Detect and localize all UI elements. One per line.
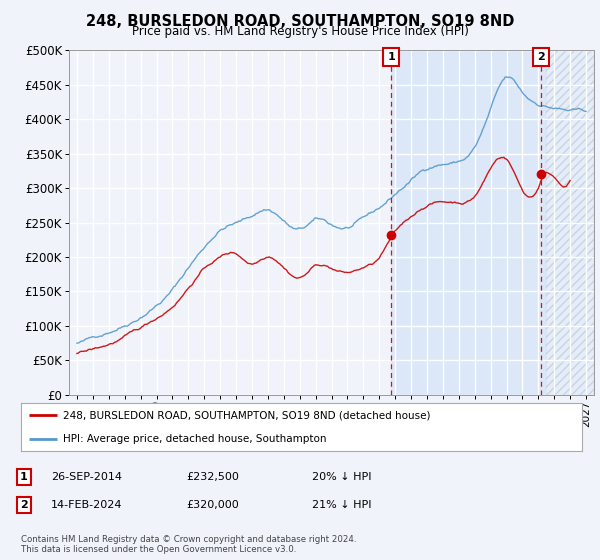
Text: £320,000: £320,000 [186,500,239,510]
Text: HPI: Average price, detached house, Southampton: HPI: Average price, detached house, Sout… [63,434,326,444]
Text: 2: 2 [20,500,28,510]
Text: 26-SEP-2014: 26-SEP-2014 [51,472,122,482]
Text: 1: 1 [387,52,395,62]
Text: £232,500: £232,500 [186,472,239,482]
Bar [391,50,546,395]
Text: 248, BURSLEDON ROAD, SOUTHAMPTON, SO19 8ND (detached house): 248, BURSLEDON ROAD, SOUTHAMPTON, SO19 8… [63,410,431,420]
Text: 14-FEB-2024: 14-FEB-2024 [51,500,122,510]
Text: 20% ↓ HPI: 20% ↓ HPI [312,472,371,482]
Text: 248, BURSLEDON ROAD, SOUTHAMPTON, SO19 8ND: 248, BURSLEDON ROAD, SOUTHAMPTON, SO19 8… [86,14,514,29]
Text: Price paid vs. HM Land Registry's House Price Index (HPI): Price paid vs. HM Land Registry's House … [131,25,469,38]
Text: 2: 2 [537,52,545,62]
Bar [546,50,594,395]
Text: Contains HM Land Registry data © Crown copyright and database right 2024.
This d: Contains HM Land Registry data © Crown c… [21,535,356,554]
Text: 21% ↓ HPI: 21% ↓ HPI [312,500,371,510]
Text: 1: 1 [20,472,28,482]
